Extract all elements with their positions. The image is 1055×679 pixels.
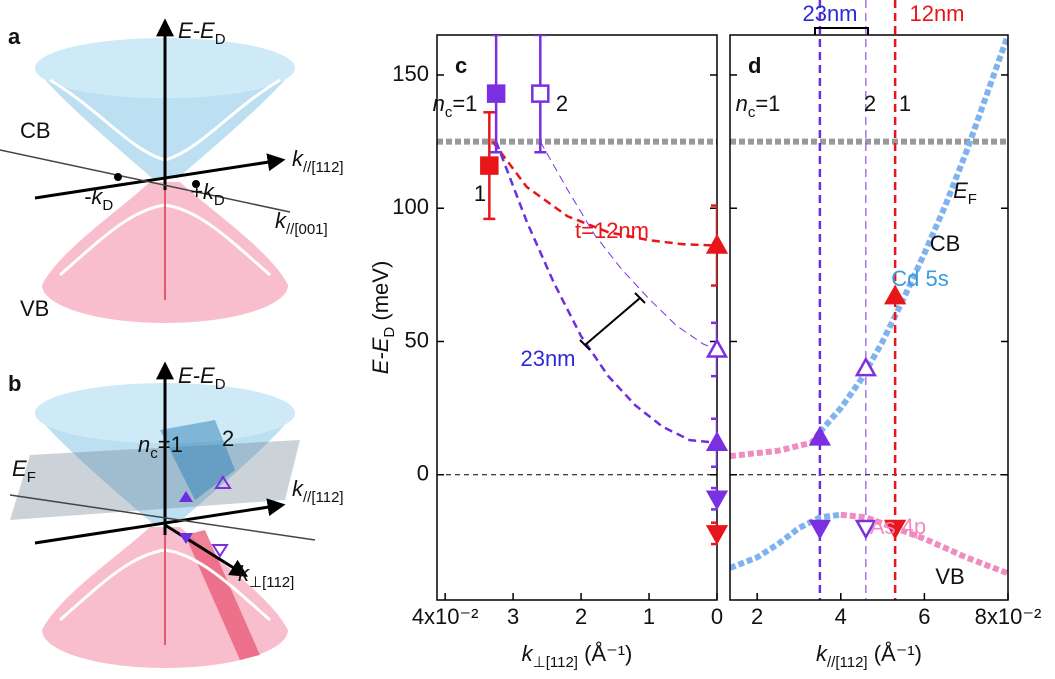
marker	[488, 86, 504, 102]
y-axis-label-tail: (meV)	[368, 261, 393, 327]
figure: aE-EDCBVBk//[112]k//[001]-kD+kDbE-EDEFnc…	[0, 0, 1055, 679]
annotation: CB	[930, 231, 961, 256]
y-tick-label: 50	[405, 327, 429, 352]
band-label: VB	[20, 296, 49, 321]
x-tick-label: 0	[711, 604, 723, 629]
point-label-sub: D	[214, 192, 225, 209]
panel-a-cones	[0, 22, 295, 323]
annotation: 2	[556, 91, 568, 116]
panel-label: d	[748, 53, 761, 78]
marker	[532, 86, 548, 102]
y-axis-label-sub: D	[381, 327, 398, 338]
axis-label: k//[001]	[275, 208, 328, 239]
band-label: CB	[20, 118, 51, 143]
y-axis-label-main: E-E	[368, 337, 393, 374]
subband-label-main: n	[138, 432, 150, 457]
point-label-main: +k	[190, 179, 215, 204]
fermi-label-main: E	[12, 456, 27, 481]
axis-label-sub: D	[215, 31, 226, 48]
x-tick-label: 6	[918, 604, 930, 629]
marker	[857, 359, 875, 375]
annotation: Cd 5s	[891, 266, 948, 291]
marker	[811, 428, 829, 444]
fit-curve	[540, 142, 717, 350]
y-tick-label: 100	[392, 194, 429, 219]
subband-label-tail: =1	[158, 432, 183, 457]
annotation: nc=1	[736, 91, 781, 122]
annotation: VB	[935, 564, 964, 589]
x-axis-label-sub: //[112]	[827, 654, 868, 671]
axis-label: k//[112]	[292, 146, 344, 177]
annotation: 2	[864, 91, 876, 116]
annotation: EF	[953, 178, 977, 209]
axis-label-sub: //[112]	[303, 159, 344, 176]
marker	[708, 492, 726, 508]
axis-label-sub: ⊥[112]	[249, 574, 294, 591]
size-bracket	[815, 28, 868, 35]
panel-label: c	[455, 53, 467, 78]
x-tick-label: 8x10⁻²	[975, 604, 1042, 629]
fermi-label-sub: F	[27, 469, 36, 486]
y-tick-label: 150	[392, 61, 429, 86]
annotation: 23nm	[802, 1, 857, 26]
marker	[481, 158, 497, 174]
band	[730, 432, 820, 456]
annotation: nc=1	[433, 91, 478, 122]
y-tick-label: 0	[417, 461, 429, 486]
x-tick-label: 4	[835, 604, 847, 629]
axis-label: k//[112]	[292, 476, 344, 507]
annotation-main: n	[736, 91, 748, 116]
annotation-sub: F	[968, 191, 977, 208]
x-tick-label: 1	[643, 604, 655, 629]
marker	[708, 526, 726, 542]
axis-label-sub: D	[215, 376, 226, 393]
annotation: 23nm	[520, 346, 575, 371]
annotation: As 4p	[870, 514, 926, 539]
point-label-sub: D	[102, 197, 113, 214]
annotation: 1	[899, 91, 911, 116]
x-tick-label: 2	[751, 604, 763, 629]
x-axis-label-tail: (Å⁻¹)	[868, 641, 922, 666]
marker	[708, 340, 726, 356]
point-label: -kD	[84, 184, 113, 215]
x-tick-label: 3	[507, 604, 519, 629]
axis-label-sub: //[001]	[286, 221, 328, 238]
size-bracket	[580, 293, 645, 350]
panel-label: b	[8, 371, 21, 396]
axis-label-sub: //[112]	[303, 489, 344, 506]
band	[820, 35, 1008, 432]
marker	[811, 521, 829, 537]
x-axis-label-sub: ⊥[112]	[533, 654, 578, 671]
x-axis-label: k⊥[112] (Å⁻¹)	[522, 641, 633, 672]
marker	[708, 434, 726, 450]
x-tick-label: 2	[575, 604, 587, 629]
y-axis-label: E-ED (meV)	[368, 261, 399, 375]
annotation: 1	[474, 181, 486, 206]
annotation: t=12nm	[575, 218, 649, 243]
fit-curve	[496, 142, 717, 443]
annotation-tail: =1	[755, 91, 780, 116]
point-label-main: -k	[84, 184, 103, 209]
annotation-main: E	[953, 178, 968, 203]
annotation-main: n	[433, 91, 445, 116]
annotation-tail: =1	[452, 91, 477, 116]
x-tick-label: 4x10⁻²	[412, 604, 479, 629]
x-axis-label: k//[112] (Å⁻¹)	[816, 641, 922, 672]
x-axis-label-tail: (Å⁻¹)	[578, 641, 632, 666]
axis-label-main: E-E	[178, 18, 215, 43]
plot-frame	[437, 35, 717, 600]
panel-b-cones	[10, 365, 315, 668]
annotation: 12nm	[909, 1, 964, 26]
axis-label-main: E-E	[178, 363, 215, 388]
subband-label: 2	[222, 426, 234, 451]
panel-label: a	[8, 24, 21, 49]
